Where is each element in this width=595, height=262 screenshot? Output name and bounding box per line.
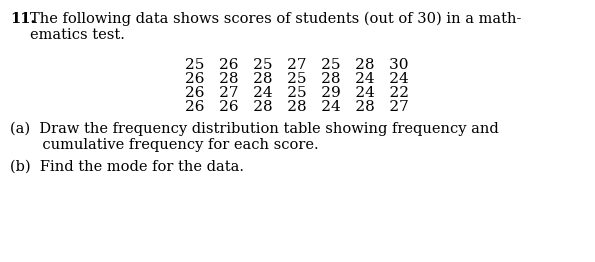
Text: 26   28   28   25   28   24   24: 26 28 28 25 28 24 24 [185,72,409,86]
Text: 11.: 11. [10,12,36,26]
Text: 26   27   24   25   29   24   22: 26 27 24 25 29 24 22 [185,86,409,100]
Text: cumulative frequency for each score.: cumulative frequency for each score. [10,138,319,152]
Text: (a)  Draw the frequency distribution table showing frequency and: (a) Draw the frequency distribution tabl… [10,122,499,137]
Text: The following data shows scores of students (out of 30) in a math-: The following data shows scores of stude… [30,12,521,26]
Text: 25   26   25   27   25   28   30: 25 26 25 27 25 28 30 [185,58,409,72]
Text: ematics test.: ematics test. [30,28,125,42]
Text: 26   26   28   28   24   28   27: 26 26 28 28 24 28 27 [185,100,409,114]
Text: (b)  Find the mode for the data.: (b) Find the mode for the data. [10,160,244,174]
